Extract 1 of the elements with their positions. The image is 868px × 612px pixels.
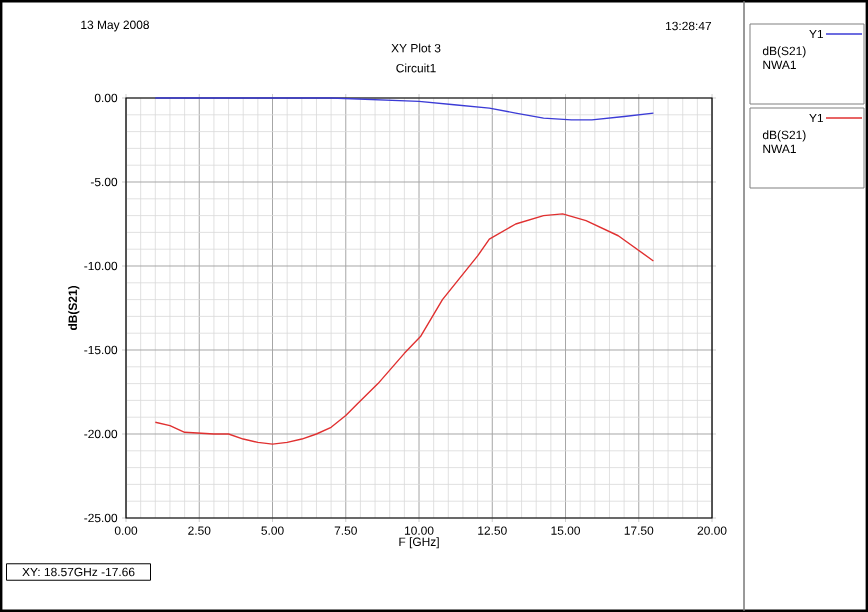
line-series: [154, 213, 655, 445]
